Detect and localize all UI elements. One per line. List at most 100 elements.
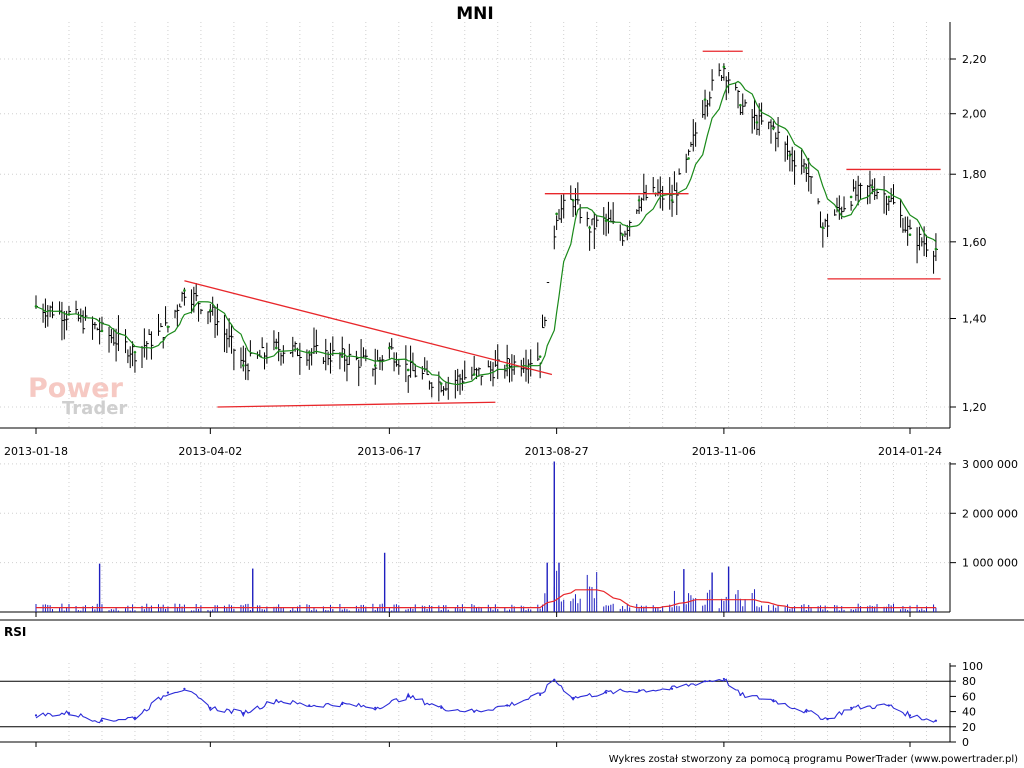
rsi-data-point bbox=[34, 714, 38, 717]
price-y-tick-label: 2,20 bbox=[962, 53, 987, 66]
trendline bbox=[217, 401, 496, 408]
price-data-point bbox=[505, 364, 509, 367]
rsi-data-point bbox=[166, 691, 170, 694]
price-data-point bbox=[703, 98, 707, 101]
rsi-data-point bbox=[407, 695, 410, 698]
rsi-y-tick-label: 0 bbox=[962, 736, 969, 749]
price-data-point bbox=[788, 154, 792, 157]
rsi-y-tick-label: 100 bbox=[962, 660, 983, 673]
rsi-y-tick-label: 20 bbox=[962, 721, 976, 734]
price-data-point bbox=[637, 199, 641, 202]
price-data-point bbox=[908, 233, 912, 237]
price-y-tick-label: 1,60 bbox=[962, 236, 987, 249]
rsi-data-point bbox=[183, 687, 186, 690]
rsi-y-tick-label: 60 bbox=[962, 690, 976, 703]
price-data-point bbox=[340, 355, 344, 358]
rsi-y-tick-label: 40 bbox=[962, 706, 976, 719]
rsi-data-point bbox=[308, 704, 311, 707]
rsi-data-point bbox=[887, 704, 890, 707]
price-data-point bbox=[555, 212, 558, 216]
price-data-point bbox=[439, 382, 443, 385]
chart-title: MNI bbox=[456, 4, 493, 24]
date-tick-label: 2013-01-18 bbox=[4, 445, 68, 458]
price-data-point bbox=[538, 355, 542, 358]
rsi-data-point bbox=[722, 677, 725, 681]
price-data-point bbox=[67, 313, 71, 316]
price-y-tick-label: 1,80 bbox=[962, 168, 987, 181]
rsi-data-point bbox=[473, 710, 476, 713]
rsi-data-point bbox=[539, 693, 542, 696]
price-y-tick-label: 2,00 bbox=[962, 108, 987, 121]
rsi-data-point bbox=[772, 699, 775, 702]
price-data-point bbox=[871, 185, 874, 189]
price-data-point bbox=[755, 121, 759, 124]
rsi-data-point bbox=[242, 712, 245, 715]
price-data-point bbox=[887, 195, 891, 199]
price-data-point bbox=[373, 364, 377, 367]
watermark-power: Power bbox=[28, 373, 124, 404]
rsi-data-point bbox=[275, 699, 278, 702]
rsi-data-point bbox=[605, 691, 608, 694]
rsi-y-tick-label: 80 bbox=[962, 675, 976, 688]
price-data-point bbox=[670, 199, 674, 202]
volume-y-tick-label: 3 000 000 bbox=[962, 458, 1018, 471]
rsi-data-point bbox=[133, 716, 137, 719]
price-data-point bbox=[34, 305, 38, 308]
moving-average-line bbox=[35, 80, 937, 386]
price-data-point bbox=[849, 195, 853, 199]
rsi-data-point bbox=[826, 718, 829, 721]
footer-credit: Wykres został stworzony za pomocą progra… bbox=[609, 754, 1018, 765]
rsi-data-point bbox=[506, 704, 509, 707]
price-data-point bbox=[604, 219, 608, 222]
rsi-panel-label: RSI bbox=[4, 625, 26, 639]
rsi-data-point bbox=[908, 714, 912, 717]
volume-y-tick-label: 2 000 000 bbox=[962, 507, 1018, 520]
price-data-point bbox=[772, 126, 775, 130]
price-data-point bbox=[100, 329, 104, 333]
rsi-data-point bbox=[100, 719, 104, 722]
price-data-point bbox=[934, 247, 938, 251]
trendline bbox=[184, 280, 553, 376]
price-data-point bbox=[739, 103, 742, 107]
price-data-point bbox=[687, 157, 690, 160]
price-y-tick-label: 1,40 bbox=[962, 312, 987, 325]
price-data-point bbox=[242, 364, 245, 367]
date-tick-label: 2014-01-24 bbox=[878, 445, 942, 458]
date-tick-label: 2013-08-27 bbox=[525, 445, 589, 458]
watermark-trader: Trader bbox=[62, 398, 127, 419]
price-data-point bbox=[133, 350, 137, 354]
volume-average-line bbox=[36, 589, 936, 609]
price-data-point bbox=[183, 289, 186, 292]
price-y-tick-label: 1,20 bbox=[962, 401, 987, 414]
rsi-data-point bbox=[850, 706, 853, 709]
rsi-data-point bbox=[67, 712, 71, 715]
rsi-data-point bbox=[572, 696, 575, 700]
price-data-point bbox=[307, 350, 311, 354]
date-tick-label: 2013-04-02 bbox=[178, 445, 242, 458]
price-data-point bbox=[274, 346, 278, 350]
rsi-data-point bbox=[637, 689, 641, 692]
volume-y-tick-label: 1 000 000 bbox=[962, 557, 1018, 570]
rsi-data-point bbox=[209, 706, 212, 709]
rsi-data-point bbox=[374, 706, 377, 709]
rsi-data-point bbox=[440, 706, 443, 709]
rsi-data-point bbox=[805, 710, 808, 713]
rsi-data-point bbox=[703, 680, 707, 683]
price-data-point bbox=[805, 166, 808, 170]
price-data-point bbox=[722, 65, 726, 69]
price-data-point bbox=[166, 325, 170, 329]
price-data-point bbox=[821, 226, 825, 229]
rsi-line bbox=[35, 678, 937, 724]
rsi-data-point bbox=[670, 687, 674, 690]
price-data-point bbox=[588, 226, 591, 229]
rsi-data-point bbox=[341, 702, 344, 706]
date-tick-label: 2013-11-06 bbox=[692, 445, 756, 458]
rsi-data-point bbox=[934, 719, 938, 722]
date-tick-label: 2013-06-17 bbox=[357, 445, 421, 458]
rsi-data-point bbox=[553, 678, 556, 681]
price-data-point bbox=[571, 199, 575, 202]
price-data-point bbox=[406, 368, 410, 372]
